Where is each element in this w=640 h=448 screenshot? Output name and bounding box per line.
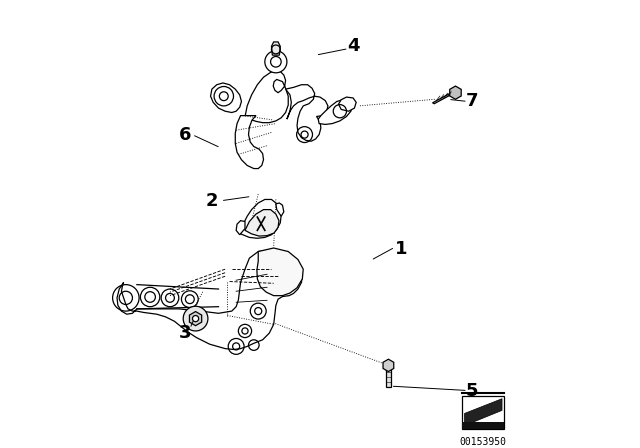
Polygon shape	[450, 86, 461, 99]
Polygon shape	[211, 83, 241, 112]
Polygon shape	[236, 116, 264, 168]
Polygon shape	[271, 42, 280, 55]
Polygon shape	[465, 399, 502, 426]
Polygon shape	[433, 91, 456, 103]
Polygon shape	[245, 71, 288, 123]
Text: 2: 2	[205, 192, 218, 210]
Text: 5: 5	[466, 382, 479, 400]
Polygon shape	[339, 97, 356, 111]
Bar	[462, 396, 504, 429]
Polygon shape	[189, 311, 202, 326]
Text: 3: 3	[179, 324, 191, 342]
Polygon shape	[276, 203, 284, 216]
Polygon shape	[245, 210, 279, 236]
Polygon shape	[241, 199, 281, 238]
Text: 00153950: 00153950	[460, 437, 507, 447]
Text: 7: 7	[466, 92, 479, 111]
Text: 6: 6	[179, 125, 191, 144]
Circle shape	[193, 315, 198, 322]
Text: 1: 1	[396, 240, 408, 258]
Polygon shape	[236, 220, 245, 235]
Polygon shape	[257, 248, 303, 296]
Polygon shape	[117, 250, 302, 349]
Circle shape	[183, 306, 208, 331]
Text: 4: 4	[347, 37, 359, 56]
Polygon shape	[386, 367, 391, 387]
Polygon shape	[318, 100, 352, 125]
Polygon shape	[285, 85, 328, 141]
Circle shape	[265, 51, 287, 73]
Polygon shape	[383, 359, 394, 371]
Bar	[462, 422, 504, 429]
